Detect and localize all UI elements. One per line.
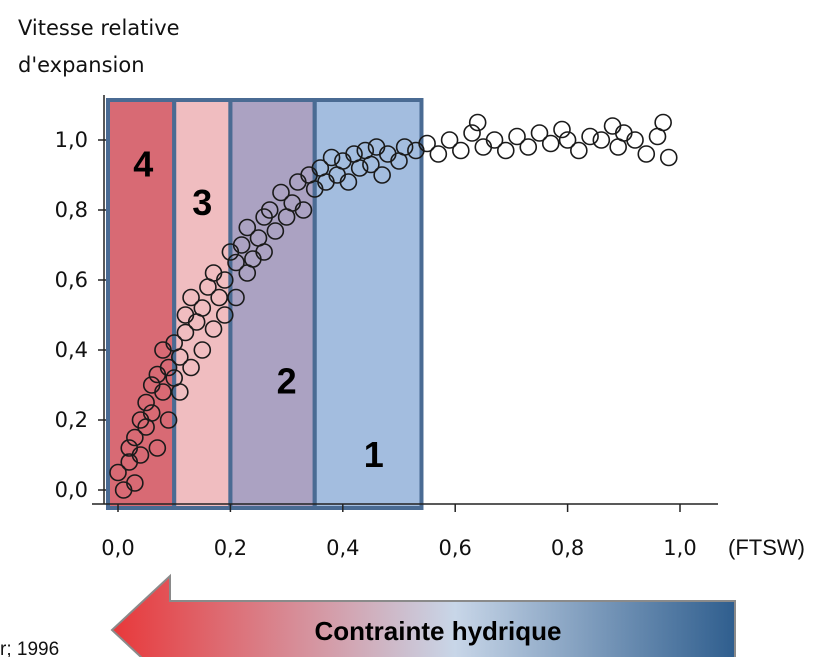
data-point xyxy=(553,120,571,139)
data-point xyxy=(637,145,656,163)
data-point xyxy=(210,288,228,307)
data-point xyxy=(508,127,526,146)
data-point xyxy=(227,253,245,272)
data-point xyxy=(603,117,622,135)
data-point xyxy=(463,124,481,142)
zone-label-2: 2 xyxy=(277,361,297,402)
x-axis-label: (FTSW) xyxy=(728,535,805,560)
data-point xyxy=(131,446,150,464)
data-point xyxy=(468,113,487,132)
y-tick-label: 0,6 xyxy=(55,268,88,292)
data-point xyxy=(626,131,644,149)
x-tick-label: 0,0 xyxy=(101,536,134,560)
data-point xyxy=(362,155,380,174)
x-tick-label: 0,4 xyxy=(326,536,359,560)
data-point xyxy=(541,134,560,153)
y-tick-label: 0,4 xyxy=(55,338,88,362)
x-tick-label: 0,8 xyxy=(551,536,584,560)
data-point xyxy=(592,131,611,149)
zone-label-1: 1 xyxy=(364,434,384,475)
data-point xyxy=(440,131,459,149)
x-tick-label: 0,6 xyxy=(438,536,471,560)
zone-label-4: 4 xyxy=(133,144,153,185)
data-point xyxy=(474,138,493,156)
data-point xyxy=(255,243,273,261)
data-point xyxy=(272,183,290,202)
zone-4 xyxy=(106,98,177,510)
y-tick-label: 0,8 xyxy=(55,198,88,222)
data-point xyxy=(137,393,155,412)
data-point xyxy=(429,145,448,163)
data-point xyxy=(558,131,577,149)
zone-label-3: 3 xyxy=(192,182,212,223)
data-point xyxy=(339,173,358,191)
data-point xyxy=(126,474,144,492)
y-axis-label-line-2: d'expansion xyxy=(18,53,145,77)
data-point xyxy=(395,138,414,156)
data-point xyxy=(570,141,588,160)
data-point xyxy=(232,236,251,254)
data-point xyxy=(126,428,144,447)
data-point xyxy=(159,411,178,429)
data-point xyxy=(519,138,538,156)
zone-labels: 43 2 1 xyxy=(133,144,383,476)
data-point xyxy=(496,141,515,160)
data-point xyxy=(581,127,599,146)
data-point xyxy=(215,306,234,324)
data-point xyxy=(350,159,369,177)
zone-3 xyxy=(172,98,233,510)
data-point xyxy=(176,323,195,342)
data-point xyxy=(148,439,167,457)
arrow-shape xyxy=(110,573,736,657)
data-point xyxy=(294,201,313,219)
source-citation: r; 1996 xyxy=(0,639,59,657)
data-point xyxy=(322,148,341,167)
data-point xyxy=(614,124,633,142)
y-axis-label-line-1: Vitesse relative xyxy=(18,16,180,40)
data-point xyxy=(182,288,200,307)
data-point xyxy=(204,320,223,338)
scatter-points xyxy=(109,113,678,499)
data-point xyxy=(260,201,279,219)
y-tick-label: 0,0 xyxy=(55,478,88,502)
y-tick-label: 1,0 xyxy=(55,128,88,152)
data-point xyxy=(659,148,678,167)
data-point xyxy=(266,222,285,240)
data-point xyxy=(418,134,436,153)
x-tick-label: 1,0 xyxy=(663,536,696,560)
data-point xyxy=(142,404,161,422)
water-stress-arrow: Contrainte hydrique xyxy=(110,573,736,657)
data-point xyxy=(530,124,549,142)
axes-layer: 0,0 0,2 0,4 0,6 0,8 1,0 0,0 0,2 0,4 0,6 0,8 1,0 xyxy=(55,95,718,560)
x-tick-label: 0,2 xyxy=(214,536,247,560)
data-point xyxy=(193,299,212,317)
data-point xyxy=(193,341,212,359)
data-point xyxy=(238,218,257,237)
data-point xyxy=(373,166,391,184)
data-point xyxy=(171,348,189,366)
data-point xyxy=(227,288,245,307)
data-point xyxy=(154,383,172,401)
arrow-label: Contrainte hydrique xyxy=(314,616,561,646)
data-point xyxy=(654,113,672,132)
data-point xyxy=(171,383,189,401)
zone-2 xyxy=(228,98,317,510)
data-point xyxy=(215,271,234,289)
y-tick-label: 0,2 xyxy=(55,408,88,432)
data-point xyxy=(452,141,470,160)
data-point xyxy=(485,131,504,149)
data-point xyxy=(182,358,200,377)
data-point xyxy=(109,463,127,482)
data-point xyxy=(159,358,178,377)
